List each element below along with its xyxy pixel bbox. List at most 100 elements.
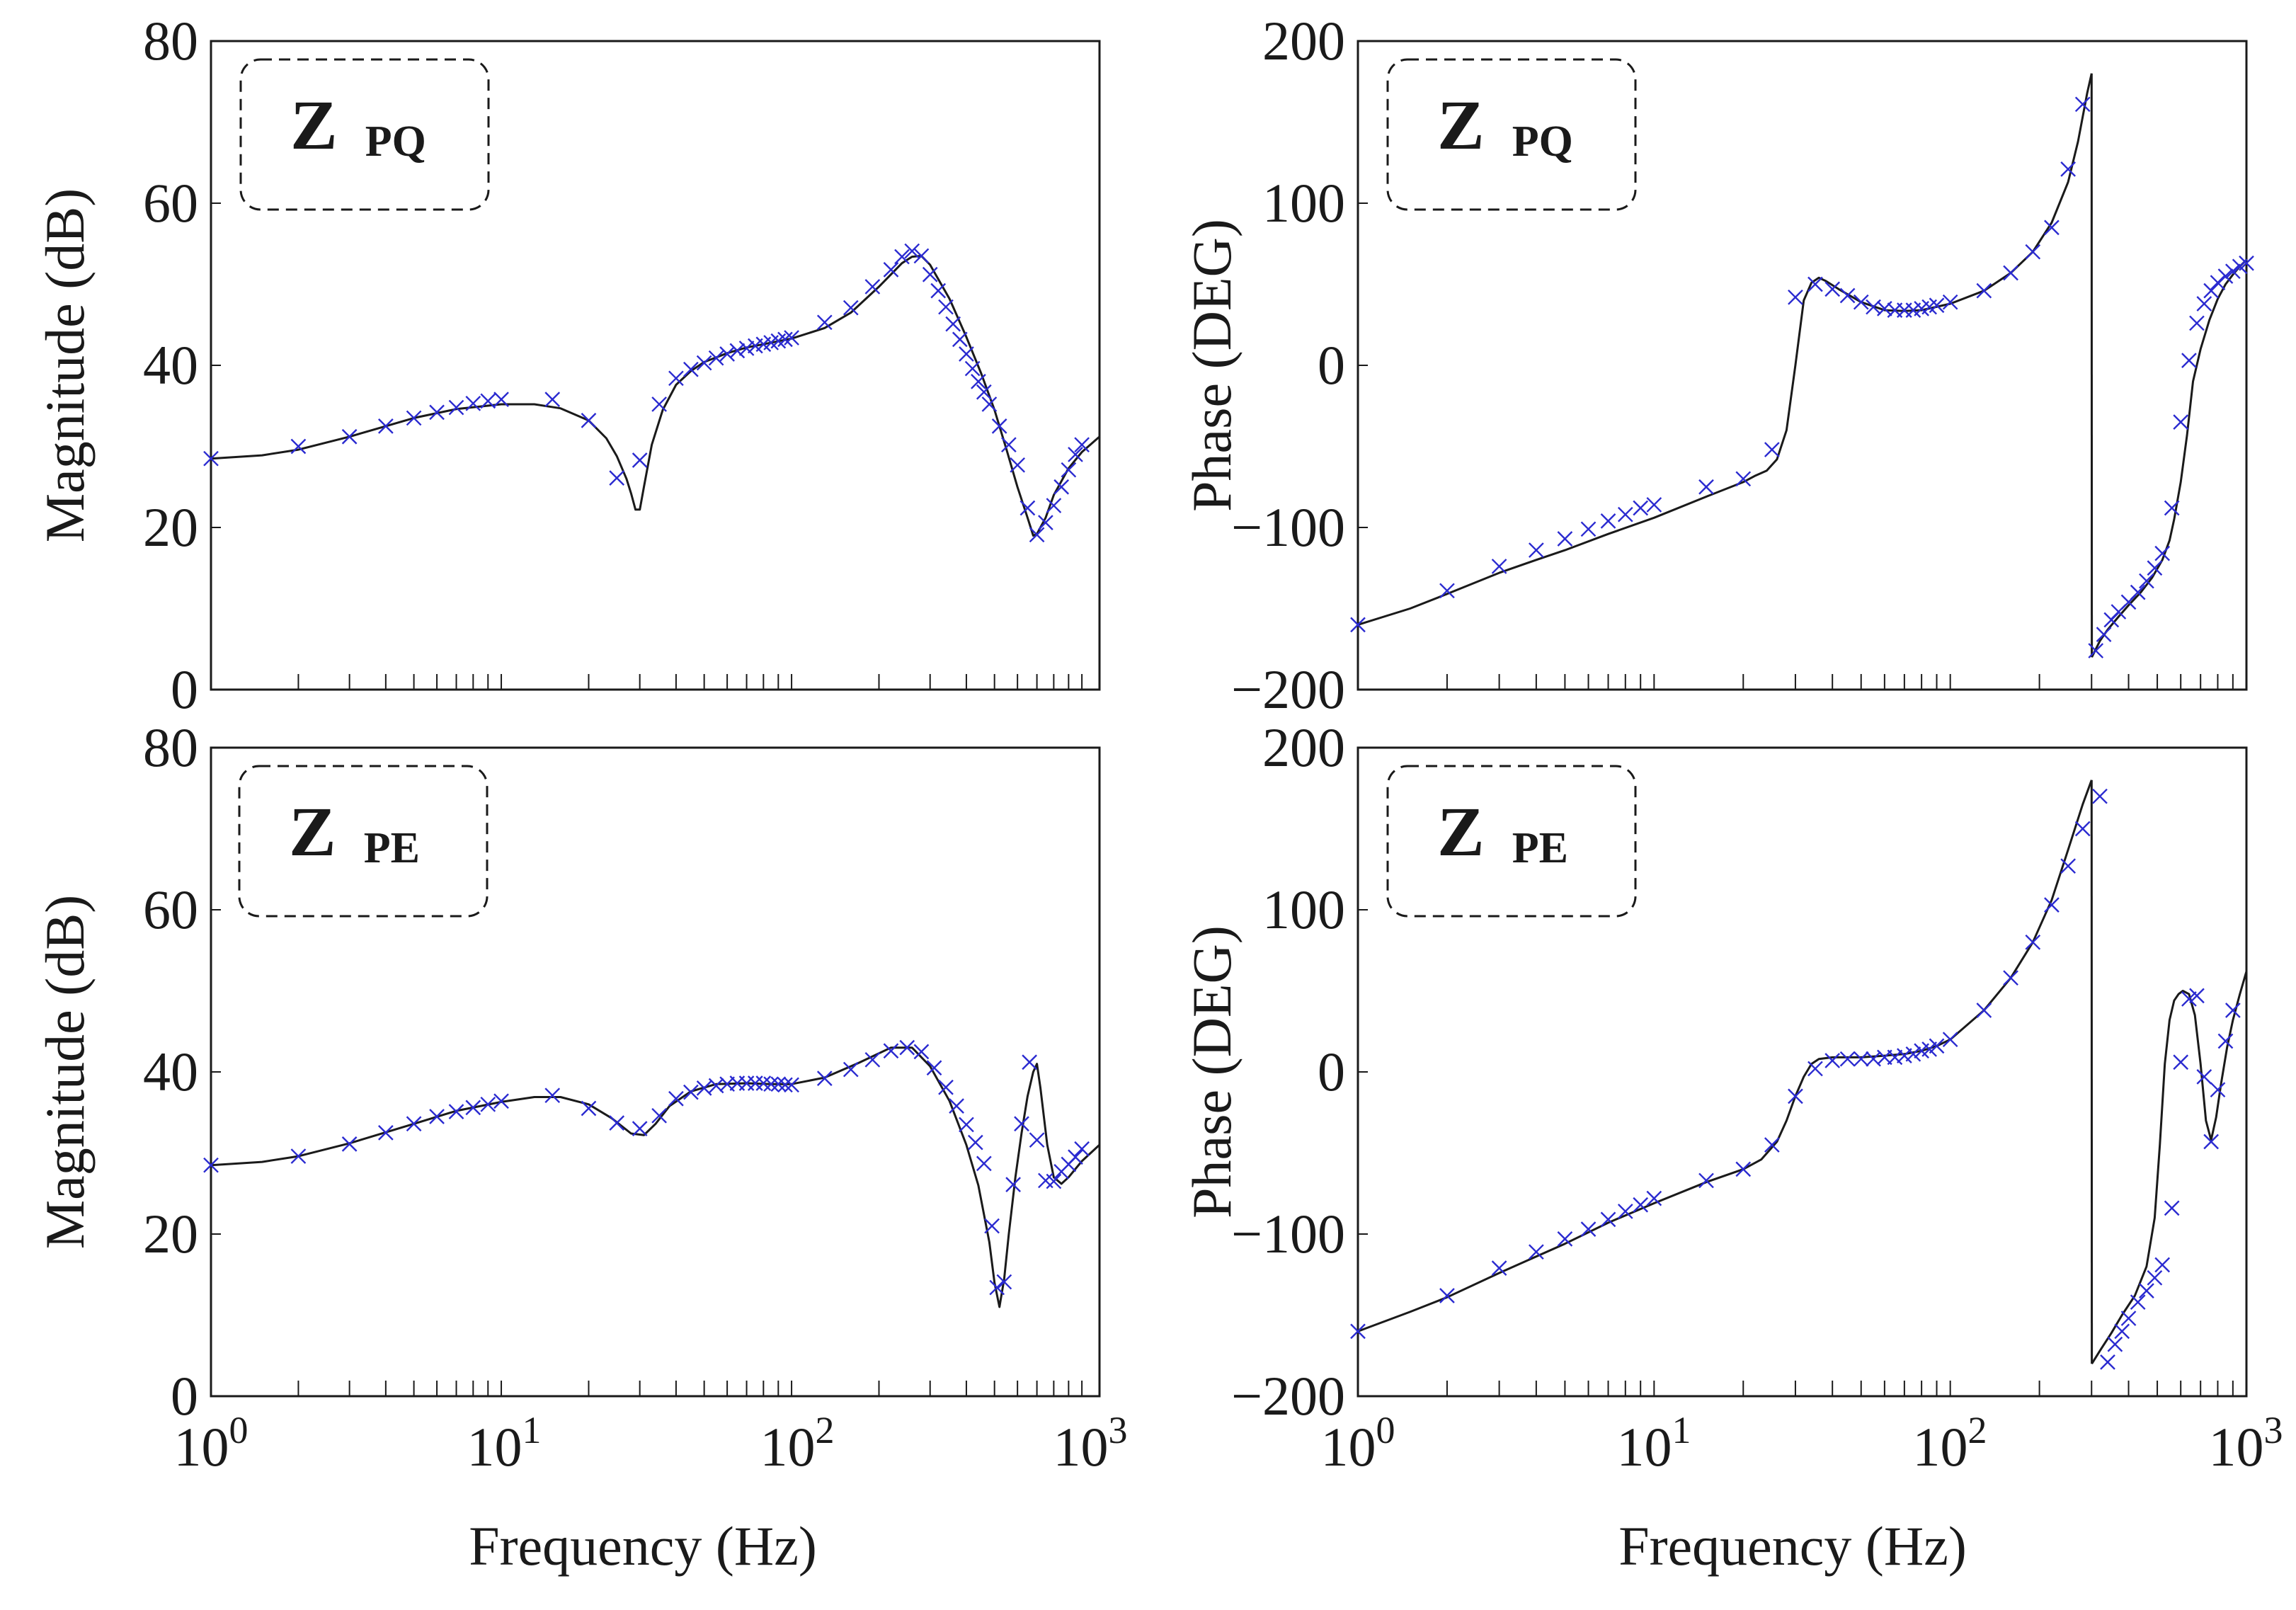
data-point-stroke	[883, 262, 899, 278]
data-point-stroke	[2060, 161, 2076, 177]
data-point-stroke	[2154, 545, 2171, 561]
data-point-stroke	[1491, 559, 1507, 574]
y-tick-label: 200	[1262, 716, 1345, 778]
y-tick-label: 80	[143, 716, 198, 778]
data-point	[971, 374, 986, 389]
data-point-stroke	[480, 393, 496, 409]
data-point	[378, 418, 394, 434]
data-point	[843, 1061, 859, 1078]
data-point	[816, 314, 833, 331]
data-point	[981, 396, 998, 412]
data-point	[976, 1155, 992, 1172]
data-point	[2217, 268, 2234, 284]
y-tick-label: 200	[1262, 10, 1345, 72]
data-point	[480, 393, 496, 409]
data-point-stroke	[2225, 1003, 2241, 1018]
data-point	[1350, 1323, 1366, 1340]
data-point	[2217, 1033, 2234, 1049]
data-point-stroke	[465, 395, 481, 411]
data-point-stroke	[1001, 437, 1017, 453]
data-point	[777, 331, 793, 348]
x-minor-ticks	[1446, 1381, 2247, 1396]
data-point-stroke	[1529, 542, 1544, 558]
data-point-stroke	[1038, 1172, 1053, 1189]
data-point	[959, 346, 974, 362]
y-ticks: 0 20 40 60 80	[143, 716, 221, 1427]
data-point-stroke	[2025, 934, 2041, 950]
data-point-stroke	[1005, 1177, 1021, 1193]
data-point-stroke	[1633, 500, 1649, 516]
data-point-stroke	[406, 410, 422, 426]
data-point	[2139, 1283, 2154, 1298]
data-point-stroke	[971, 374, 986, 389]
data-point	[203, 450, 219, 467]
data-point-stroke	[2173, 1054, 2189, 1071]
badge-subscript: PQ	[365, 118, 426, 166]
data-point-stroke	[2088, 643, 2104, 658]
data-point-stroke	[1020, 500, 1036, 516]
data-point	[894, 249, 910, 265]
data-point-stroke	[1698, 479, 1714, 495]
data-point-stroke	[2044, 219, 2060, 236]
data-point	[784, 330, 799, 346]
data-point-stroke	[816, 1071, 833, 1087]
data-point-stroke	[493, 392, 509, 407]
data-point-stroke	[2130, 584, 2146, 600]
data-point-stroke	[729, 343, 746, 359]
data-point-stroke	[1788, 289, 1803, 305]
data-point	[406, 1116, 422, 1132]
data-point-stroke	[1074, 437, 1090, 453]
data-point-stroke	[2189, 315, 2205, 331]
data-point-stroke	[406, 1116, 422, 1132]
data-point-stroke	[2147, 1269, 2163, 1286]
badge-main: Z	[289, 792, 336, 871]
data-point	[1491, 559, 1507, 574]
data-point-stroke	[926, 1060, 942, 1076]
data-point	[899, 1039, 915, 1056]
data-point-stroke	[2147, 560, 2163, 576]
badge-frame	[1386, 765, 1637, 918]
data-point-stroke	[1439, 583, 1455, 599]
data-point-stroke	[2003, 970, 2018, 986]
data-point	[290, 438, 307, 455]
y-tick-label: 0	[171, 658, 198, 720]
data-point	[2130, 1294, 2146, 1311]
data-point	[984, 1218, 1000, 1234]
data-point-stroke	[1038, 515, 1053, 530]
data-point	[683, 361, 699, 377]
data-point	[1633, 500, 1649, 516]
badge-frame	[239, 58, 490, 211]
data-point	[448, 399, 464, 416]
data-point-stroke	[1061, 462, 1077, 478]
data-point	[341, 428, 358, 445]
data-point	[952, 331, 968, 348]
data-point-stroke	[378, 1125, 394, 1141]
y-tick-label: 40	[143, 1041, 198, 1102]
data-point-stroke	[448, 1104, 464, 1119]
data-point	[926, 1060, 942, 1076]
data-point	[2225, 1003, 2241, 1018]
data-point	[1600, 513, 1616, 529]
y-axis-label: Magnitude (dB)	[34, 895, 96, 1249]
data-point-stroke	[683, 361, 699, 377]
data-point	[1557, 531, 1573, 547]
data-point	[1942, 1032, 1958, 1048]
data-point	[1853, 294, 1869, 310]
data-point	[2239, 255, 2254, 271]
data-point-stroke	[2173, 414, 2189, 430]
data-point	[1600, 1211, 1616, 1228]
data-point-stroke	[738, 341, 755, 356]
data-point	[777, 1077, 793, 1093]
x-tick-label: 100	[1321, 1409, 1395, 1478]
data-point-stroke	[668, 1090, 684, 1107]
data-point	[1788, 289, 1803, 305]
data-point	[609, 1115, 625, 1131]
data-point	[544, 392, 561, 407]
data-point-stroke	[1866, 1051, 1881, 1067]
y-tick-label: −100	[1231, 496, 1345, 558]
data-point	[1350, 617, 1366, 633]
data-point	[2210, 1082, 2226, 1098]
data-point	[1807, 1061, 1823, 1077]
badge-label: Z PE	[1437, 792, 1568, 872]
data-point	[1038, 515, 1053, 530]
